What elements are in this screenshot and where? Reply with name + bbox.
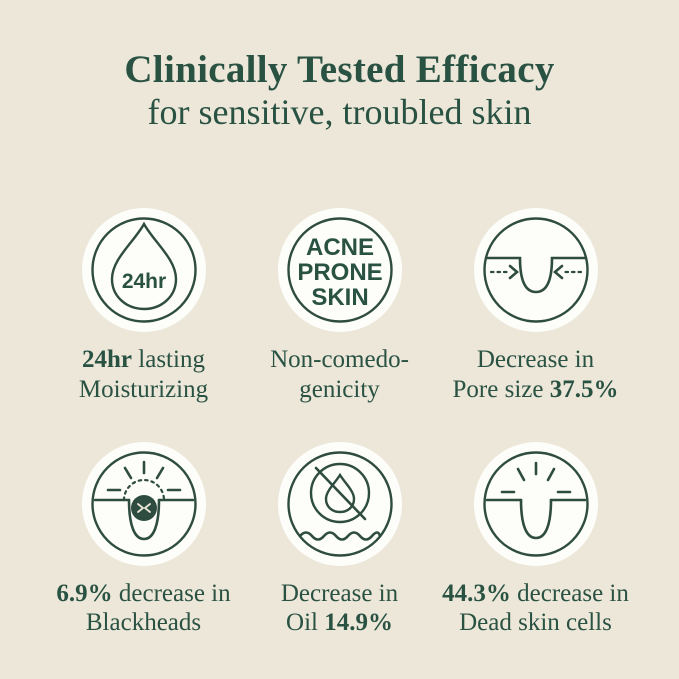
page-title: Clinically Tested Efficacy	[124, 48, 555, 91]
page-subtitle: for sensitive, troubled skin	[147, 91, 532, 132]
feature-non-comedogenic-circle: ACNE PRONE SKIN	[277, 208, 402, 333]
svg-text:SKIN: SKIN	[311, 284, 368, 311]
pore-shrink-icon	[482, 217, 589, 323]
svg-text:24hr: 24hr	[121, 270, 165, 293]
feature-non-comedogenic-label: Non-comedo-genicity	[270, 346, 409, 403]
svg-text:PRONE: PRONE	[297, 259, 382, 286]
feature-non-comedogenic: ACNE PRONE SKIN Non-comedo-genicity	[242, 208, 438, 404]
feature-oil-label: Decrease in Oil 14.9%	[280, 579, 399, 637]
water-drop-24hr-icon: 24hr	[90, 217, 197, 323]
feature-pore-size-circle	[473, 208, 598, 333]
no-oil-icon	[286, 451, 393, 557]
feature-moisturizing: 24hr 24hr lasting Moisturizing	[46, 208, 242, 404]
header: Clinically Tested Efficacy for sensitive…	[0, 0, 679, 132]
feature-dead-skin-circle	[473, 441, 598, 566]
svg-text:ACNE: ACNE	[305, 234, 373, 261]
blackhead-extraction-icon	[90, 451, 197, 557]
feature-dead-skin-label: 44.3% decrease in Dead skin cells	[442, 579, 629, 637]
feature-blackheads-label: 6.9% decrease in Blackheads	[56, 579, 231, 637]
feature-pore-size-label: Decrease in Pore size 37.5%	[452, 346, 619, 403]
feature-dead-skin: 44.3% decrease in Dead skin cells	[438, 441, 634, 638]
features-grid: 24hr 24hr lasting Moisturizing ACNE PRONE…	[46, 208, 634, 637]
feature-moisturizing-circle: 24hr	[81, 208, 206, 333]
feature-blackheads: 6.9% decrease in Blackheads	[46, 441, 242, 638]
clean-pore-shine-icon	[482, 451, 589, 557]
feature-oil: Decrease in Oil 14.9%	[242, 441, 438, 638]
feature-moisturizing-label: 24hr lasting Moisturizing	[78, 346, 209, 403]
feature-blackheads-circle	[81, 441, 206, 566]
acne-prone-skin-icon: ACNE PRONE SKIN	[286, 217, 393, 323]
feature-pore-size: Decrease in Pore size 37.5%	[438, 208, 634, 404]
feature-oil-circle	[277, 441, 402, 566]
